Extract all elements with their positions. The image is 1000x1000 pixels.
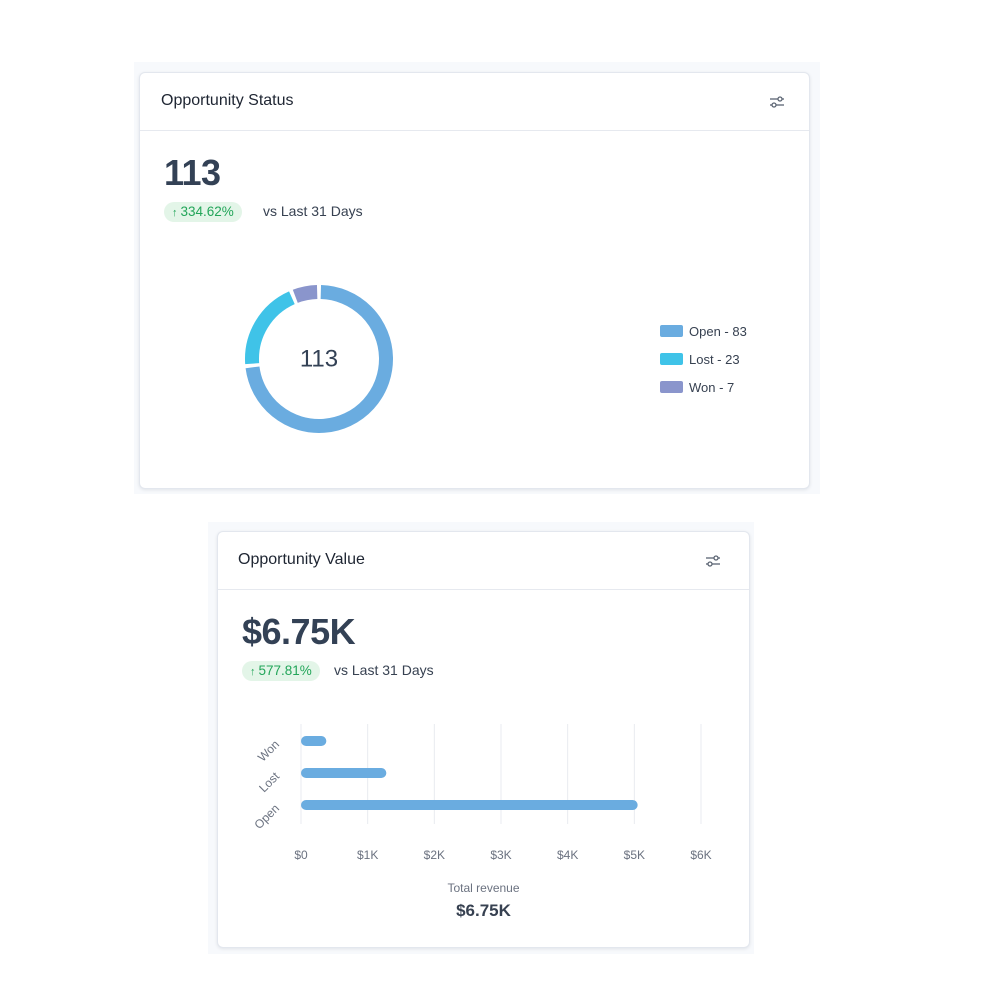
delta-value: 577.81% (258, 663, 312, 678)
arrow-up-icon: ↑ (250, 666, 256, 678)
legend-item-won: Won - 7 (660, 379, 735, 395)
y-category-label: Won (255, 737, 282, 764)
delta-badge: ↑ 334.62% (164, 202, 242, 222)
filter-button[interactable] (767, 92, 787, 112)
legend-label: Won - 7 (689, 379, 735, 395)
donut-slice-lost[interactable] (245, 291, 295, 365)
legend-item-open: Open - 83 (660, 323, 747, 339)
x-tick-label: $0 (294, 848, 308, 862)
x-tick-label: $2K (424, 848, 445, 862)
legend-swatch (660, 353, 683, 365)
sliders-icon (770, 96, 784, 108)
opportunity-status-card: Opportunity Status 113 ↑ 334.62% vs Last … (139, 72, 810, 489)
total-count: 113 (164, 152, 221, 193)
arrow-up-icon: ↑ (172, 207, 178, 219)
y-category-label: Open (251, 801, 282, 832)
filter-button[interactable] (703, 551, 723, 571)
x-tick-label: $1K (357, 848, 378, 862)
x-tick-label: $4K (557, 848, 578, 862)
legend-item-lost: Lost - 23 (660, 351, 740, 367)
sliders-icon (706, 555, 720, 567)
x-tick-label: $6K (690, 848, 711, 862)
bar-lost[interactable] (301, 768, 387, 778)
delta-badge: ↑ 577.81% (242, 661, 320, 681)
bar-open[interactable] (301, 800, 638, 810)
card-header: Opportunity Status (140, 73, 809, 131)
card-title: Opportunity Value (238, 551, 365, 568)
donut-chart: 113 (245, 285, 393, 433)
legend-swatch (660, 325, 683, 337)
legend-label: Lost - 23 (689, 351, 740, 367)
opportunity-value-card: Opportunity Value $6.75K ↑ 577.81% vs Las… (217, 531, 750, 948)
legend-label: Open - 83 (689, 323, 747, 339)
card-header: Opportunity Value (218, 532, 749, 590)
revenue-bar-chart: Won Lost Open $0 $1K $2K $3K $4K $5K $6K (251, 724, 712, 862)
total-revenue-value: $6.75K (456, 901, 511, 920)
x-tick-label: $3K (490, 848, 511, 862)
x-axis-title: Total revenue (447, 881, 520, 895)
donut-center-label: 113 (300, 346, 338, 373)
total-value: $6.75K (242, 611, 356, 652)
delta-period: vs Last 31 Days (334, 662, 434, 678)
delta-period: vs Last 31 Days (263, 203, 363, 219)
card-title: Opportunity Status (161, 92, 294, 109)
x-tick-label: $5K (624, 848, 645, 862)
y-category-label: Lost (256, 769, 282, 795)
donut-slice-open[interactable] (245, 285, 393, 433)
donut-slice-won[interactable] (292, 285, 318, 303)
legend-swatch (660, 381, 683, 393)
bar-won[interactable] (301, 736, 327, 746)
delta-value: 334.62% (180, 204, 234, 219)
